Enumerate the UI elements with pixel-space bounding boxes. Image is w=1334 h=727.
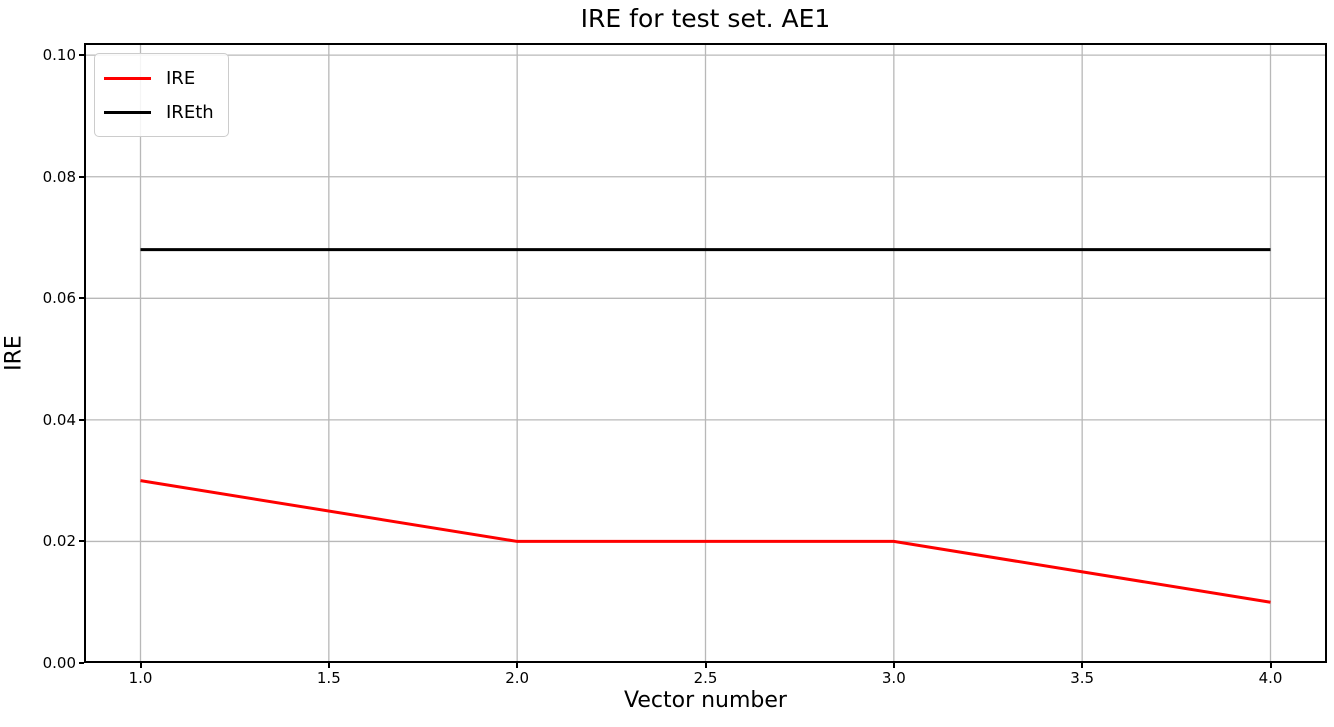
y-axis-label: IRE (1, 335, 27, 371)
legend-label-ireth: IREth (166, 101, 214, 123)
y-tick-label: 0.10 (42, 46, 76, 65)
legend-item-ireth: IREth (104, 95, 214, 129)
y-tick-label: 0.08 (42, 167, 76, 186)
chart-title: IRE for test set. AE1 (580, 4, 831, 33)
x-tick-label: 2.0 (505, 669, 530, 687)
x-tick-label: 3.0 (881, 669, 906, 687)
series-line-ire (140, 479, 1271, 604)
y-tick-label: 0.04 (42, 410, 76, 429)
y-tick-mark (79, 418, 84, 421)
x-tick-mark (139, 663, 142, 668)
x-tick-mark (516, 663, 519, 668)
y-tick-label: 0.02 (42, 532, 76, 551)
x-tick-mark (327, 663, 330, 668)
x-tick-label: 1.5 (316, 669, 341, 687)
plot-area: IRE IREth (84, 43, 1327, 663)
x-tick-mark (704, 663, 707, 668)
y-tick-label: 0.06 (42, 289, 76, 308)
y-tick-mark (79, 540, 84, 543)
x-tick-mark (1081, 663, 1084, 668)
legend-swatch-ire (104, 76, 151, 80)
x-tick-label: 3.5 (1070, 669, 1095, 687)
x-axis-label: Vector number (624, 688, 787, 713)
y-tick-label: 0.00 (42, 654, 76, 672)
x-tick-mark (892, 663, 895, 668)
legend-label-ire: IRE (166, 67, 196, 89)
y-tick-mark (79, 54, 84, 57)
chart-canvas (84, 43, 1327, 663)
y-tick-mark (79, 175, 84, 178)
x-tick-label: 4.0 (1258, 669, 1283, 687)
x-tick-label: 2.5 (693, 669, 718, 687)
legend-swatch-ireth (104, 110, 151, 114)
legend: IRE IREth (94, 53, 229, 137)
y-tick-mark (79, 297, 84, 300)
y-tick-mark (79, 662, 84, 664)
x-tick-label: 1.0 (128, 669, 153, 687)
legend-item-ire: IRE (104, 61, 214, 95)
x-tick-mark (1269, 663, 1272, 668)
